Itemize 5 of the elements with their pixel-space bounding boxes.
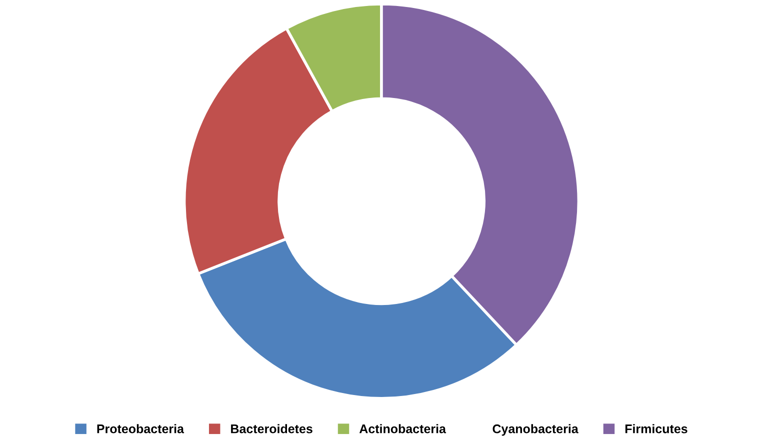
legend-label: Actinobacteria [359,424,446,434]
legend-label: Proteobacteria [97,424,184,434]
legend-label: Firmicutes [625,424,688,434]
category-label: Cyanobacteria [492,424,578,436]
legend-label: Bacteroidetes [231,424,312,434]
